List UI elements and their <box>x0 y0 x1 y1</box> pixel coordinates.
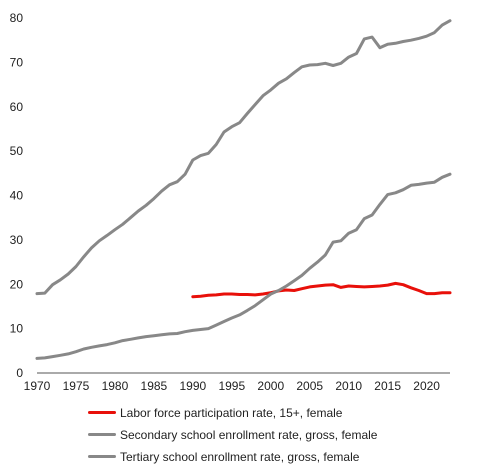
y-tick-label: 80 <box>10 11 24 25</box>
x-tick-label: 1980 <box>102 379 129 393</box>
series-line-tertiary-enrollment <box>35 172 452 360</box>
y-tick-label: 10 <box>10 322 24 336</box>
legend-swatch-secondary-enrollment <box>88 433 116 436</box>
y-tick-label: 60 <box>10 100 24 114</box>
x-tick-label: 2005 <box>296 379 323 393</box>
x-tick-label: 1985 <box>141 379 168 393</box>
y-tick-label: 50 <box>10 144 24 158</box>
legend-label-labor-force: Labor force participation rate, 15+, fem… <box>120 405 343 420</box>
legend: Labor force participation rate, 15+, fem… <box>88 402 468 468</box>
x-tick-label: 2015 <box>374 379 401 393</box>
series-lines <box>35 19 452 360</box>
legend-label-secondary-enrollment: Secondary school enrollment rate, gross,… <box>120 427 378 442</box>
series-line-labor-force <box>191 281 452 299</box>
legend-swatch-tertiary-enrollment <box>88 455 116 458</box>
x-tick-label: 1995 <box>218 379 245 393</box>
legend-label-tertiary-enrollment: Tertiary school enrollment rate, gross, … <box>120 449 360 464</box>
y-tick-label: 0 <box>16 366 23 380</box>
x-axis-tick-labels: 1970 1975 1980 1985 1990 1995 2000 2005 2010 2015… <box>24 379 441 393</box>
x-tick-label: 2000 <box>257 379 284 393</box>
y-tick-label: 20 <box>10 277 24 291</box>
legend-item-secondary-enrollment: Secondary school enrollment rate, gross,… <box>88 424 468 445</box>
y-tick-label: 70 <box>10 55 24 69</box>
x-tick-label: 2010 <box>335 379 362 393</box>
x-tick-label: 2020 <box>413 379 440 393</box>
x-tick-label: 1975 <box>63 379 90 393</box>
legend-swatch-labor-force <box>88 411 116 414</box>
y-axis-tick-labels: 0 10 20 30 40 50 60 70 80 <box>10 11 24 380</box>
legend-item-tertiary-enrollment: Tertiary school enrollment rate, gross, … <box>88 446 468 467</box>
x-tick-label: 1970 <box>24 379 51 393</box>
series-line-secondary-enrollment <box>35 19 452 296</box>
y-tick-label: 30 <box>10 233 24 247</box>
legend-item-labor-force: Labor force participation rate, 15+, fem… <box>88 402 468 423</box>
x-tick-label: 1990 <box>179 379 206 393</box>
y-tick-label: 40 <box>10 189 24 203</box>
